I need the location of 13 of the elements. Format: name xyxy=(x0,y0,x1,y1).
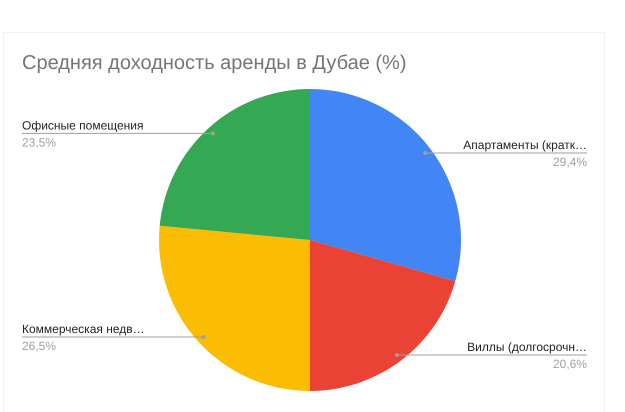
data-label: 26,5% xyxy=(22,339,56,354)
slice-label: Виллы (долгосрочн… xyxy=(467,340,587,354)
chart-title: Средняя доходность аренды в Дубае (%) xyxy=(22,52,406,74)
data-label: 23,5% xyxy=(22,135,56,150)
data-label: 29,4% xyxy=(552,155,588,170)
pie-slice xyxy=(310,240,456,391)
data-label: 20,6% xyxy=(552,357,588,372)
pie-slice xyxy=(159,226,310,391)
pie-slice xyxy=(310,89,461,282)
slice-label: Коммерческая недв… xyxy=(22,322,145,336)
pie-slice xyxy=(160,89,310,240)
slice-label: Офисные помещения xyxy=(22,118,144,132)
slice-label: Апартаменты (кратк… xyxy=(463,138,587,152)
